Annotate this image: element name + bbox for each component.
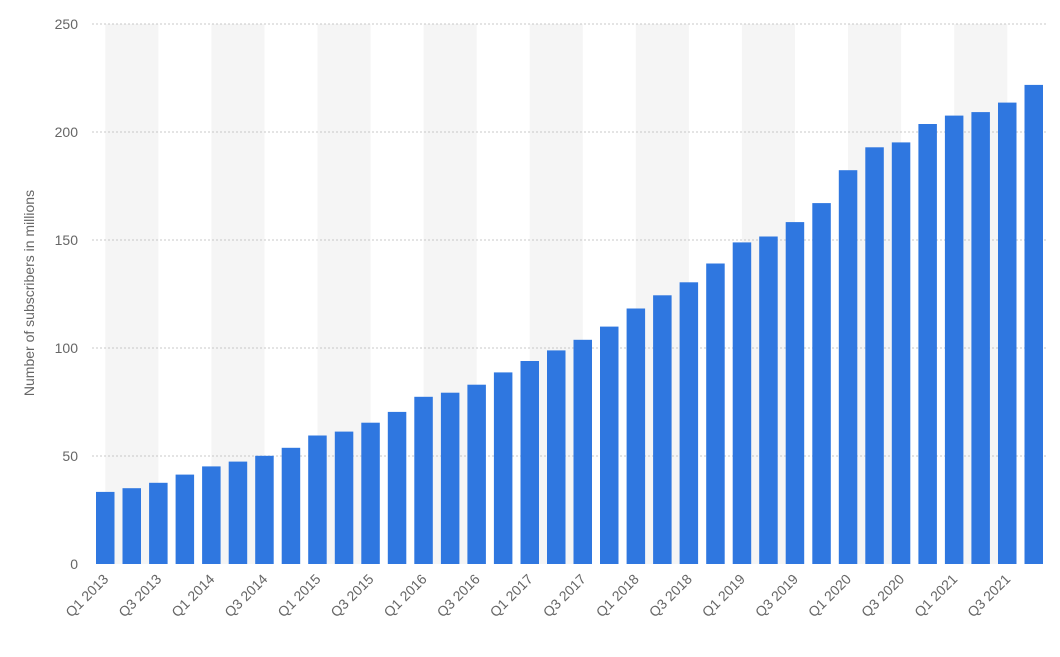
x-tick-label: Q3 2019 (752, 571, 801, 620)
bar-q3-2018[interactable] (679, 282, 699, 564)
bar-q2-2013[interactable] (122, 488, 142, 564)
x-tick-label: Q1 2018 (593, 571, 642, 620)
y-axis-ticks: 0 50 100 150 200 250 (55, 16, 79, 572)
x-tick-label: Q1 2019 (699, 571, 748, 620)
bar-q3-2016[interactable] (467, 384, 486, 564)
y-tick-label: 200 (55, 124, 79, 140)
bar-q1-2017[interactable] (520, 361, 540, 564)
x-axis-ticks: Q1 2013 Q3 2013 Q1 2014 Q3 2014 Q1 2015 Q3 20… (62, 571, 1013, 620)
bar-q1-2013[interactable] (96, 491, 115, 564)
y-axis-title: Number of subscribers in millions (21, 190, 37, 396)
x-tick-label: Q3 2013 (115, 571, 164, 620)
background-band (105, 24, 159, 564)
x-tick-label: Q3 2015 (327, 571, 376, 620)
bar-q2-2016[interactable] (440, 392, 460, 564)
bar-q3-2017[interactable] (573, 339, 593, 564)
x-tick-label: Q1 2015 (274, 571, 323, 620)
bar-q2-2021[interactable] (971, 112, 990, 564)
y-tick-label: 100 (55, 340, 79, 356)
x-tick-label: Q1 2020 (805, 571, 854, 620)
y-tick-label: 0 (70, 556, 78, 572)
x-tick-label: Q1 2014 (168, 571, 217, 620)
bar-q2-2018[interactable] (653, 295, 672, 564)
bar-q1-2015[interactable] (308, 435, 327, 565)
bar-q4-2020[interactable] (918, 124, 937, 564)
bar-q4-2015[interactable] (387, 411, 407, 564)
x-tick-label: Q3 2014 (221, 571, 270, 620)
x-tick-label: Q3 2020 (858, 571, 907, 620)
bar-q1-2020[interactable] (838, 170, 858, 564)
x-tick-label: Q3 2016 (434, 571, 483, 620)
x-tick-label: Q1 2016 (380, 571, 429, 620)
x-tick-label: Q3 2021 (964, 571, 1013, 620)
x-tick-label: Q1 2013 (62, 571, 111, 620)
bar-q2-2015[interactable] (334, 431, 354, 564)
bar-q2-2017[interactable] (547, 350, 566, 564)
y-tick-label: 50 (62, 448, 78, 464)
bar-q2-2019[interactable] (759, 236, 778, 565)
y-tick-label: 150 (55, 232, 79, 248)
bar-q2-2020[interactable] (865, 147, 884, 565)
bar-q4-2013[interactable] (175, 474, 195, 564)
bar-q3-2013[interactable] (149, 482, 168, 564)
bar-q3-2015[interactable] (361, 422, 380, 564)
x-tick-label: Q3 2018 (646, 571, 695, 620)
bar-q4-2019[interactable] (812, 203, 831, 564)
bar-q2-2014[interactable] (228, 461, 248, 564)
bar-q1-2014[interactable] (202, 466, 221, 564)
x-tick-label: Q1 2017 (487, 571, 536, 620)
bar-q4-2018[interactable] (706, 263, 725, 565)
bar-q1-2016[interactable] (414, 396, 433, 564)
x-tick-label: Q3 2017 (540, 571, 589, 620)
gridlines (92, 23, 1047, 457)
bar-q3-2020[interactable] (891, 142, 911, 564)
bar-q4-2014[interactable] (281, 447, 301, 564)
bar-q1-2021[interactable] (944, 115, 964, 564)
bar-q3-2014[interactable] (255, 455, 274, 564)
bar-q1-2018[interactable] (626, 308, 646, 565)
bar-q1-2019[interactable] (732, 242, 752, 564)
y-tick-label: 250 (55, 16, 79, 32)
x-tick-label: Q1 2021 (911, 571, 960, 620)
bar-q3-2021[interactable] (998, 102, 1017, 564)
bar-q4-2016[interactable] (493, 372, 513, 564)
bar-q3-2019[interactable] (785, 222, 805, 564)
bar-q4-2021[interactable] (1024, 84, 1044, 565)
bar-q4-2017[interactable] (600, 326, 619, 564)
bars (96, 84, 1044, 565)
